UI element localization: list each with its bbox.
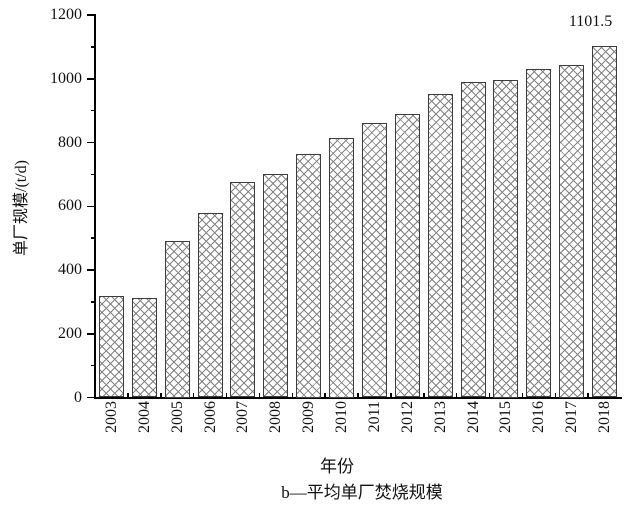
x-tick-label: 2018 — [596, 401, 614, 433]
y-major-tick — [87, 333, 95, 335]
y-tick-label: 800 — [58, 133, 82, 151]
x-boundary-tick — [324, 392, 326, 398]
x-tick-label: 2013 — [431, 401, 449, 433]
x-tick-label: 2007 — [234, 401, 252, 433]
x-boundary-tick — [357, 392, 359, 398]
x-boundary-tick — [423, 392, 425, 398]
y-axis-title: 单厂规模/(t/d) — [13, 160, 30, 256]
bar — [329, 138, 355, 398]
y-major-tick — [87, 396, 95, 399]
y-major-tick — [87, 14, 95, 16]
x-boundary-tick — [488, 392, 491, 398]
y-tick-label: 1200 — [50, 6, 82, 23]
y-major-tick — [87, 269, 95, 271]
value-annotation: 1101.5 — [568, 13, 613, 31]
x-boundary-tick — [554, 392, 556, 398]
y-minor-tick — [91, 237, 95, 239]
y-minor-tick — [91, 46, 95, 48]
y-minor-tick — [91, 173, 95, 176]
x-tick-label: 2010 — [333, 401, 351, 433]
y-minor-tick — [91, 301, 95, 303]
y-major-tick — [87, 141, 95, 144]
x-tick-label: 2015 — [497, 401, 515, 433]
x-tick-label: 2016 — [530, 401, 548, 433]
y-tick-label: 600 — [58, 197, 82, 215]
y-tick-label: 0 — [74, 388, 82, 406]
bar — [394, 114, 420, 398]
x-tick-label: 2014 — [464, 401, 482, 433]
bar — [493, 80, 519, 398]
x-boundary-tick — [225, 392, 228, 398]
x-axis-line — [94, 397, 622, 399]
bar — [526, 68, 552, 398]
y-major-tick — [87, 205, 95, 207]
y-major-tick — [87, 78, 95, 80]
x-tick-label: 2004 — [135, 401, 153, 433]
bar — [427, 94, 453, 398]
x-tick-label: 2009 — [300, 401, 318, 433]
x-tick-label: 2006 — [201, 401, 219, 433]
y-tick-label: 400 — [58, 261, 82, 278]
x-tick-label: 2012 — [398, 401, 416, 433]
bar — [197, 213, 223, 398]
y-minor-tick — [91, 109, 95, 112]
bar — [230, 181, 256, 398]
x-boundary-tick — [587, 392, 589, 398]
bar — [559, 65, 585, 398]
figure-caption: b—平均单厂焚烧规模 — [281, 483, 443, 502]
y-minor-tick — [91, 364, 95, 367]
x-tick-label: 2011 — [365, 401, 383, 433]
bar — [592, 46, 618, 398]
x-tick-label: 2003 — [102, 401, 120, 433]
bar — [460, 81, 486, 398]
x-boundary-tick — [291, 392, 293, 398]
x-tick-label: 2017 — [563, 401, 581, 433]
y-tick-label: 1000 — [50, 69, 82, 87]
x-boundary-tick — [192, 392, 195, 398]
y-tick-label: 200 — [58, 324, 82, 342]
bar — [164, 241, 190, 398]
x-tick-label: 2005 — [168, 401, 186, 433]
x-tick-label: 2008 — [267, 401, 285, 433]
bar — [361, 123, 387, 398]
bar — [296, 154, 322, 398]
x-boundary-tick — [258, 392, 261, 398]
x-boundary-tick — [160, 392, 162, 398]
x-boundary-tick — [455, 392, 458, 398]
bar — [263, 174, 289, 398]
x-boundary-tick — [127, 392, 129, 398]
x-axis-title: 年份 — [320, 457, 354, 476]
bar — [98, 296, 124, 398]
bar — [131, 297, 157, 398]
x-boundary-tick — [390, 392, 392, 398]
x-boundary-tick — [521, 392, 524, 398]
